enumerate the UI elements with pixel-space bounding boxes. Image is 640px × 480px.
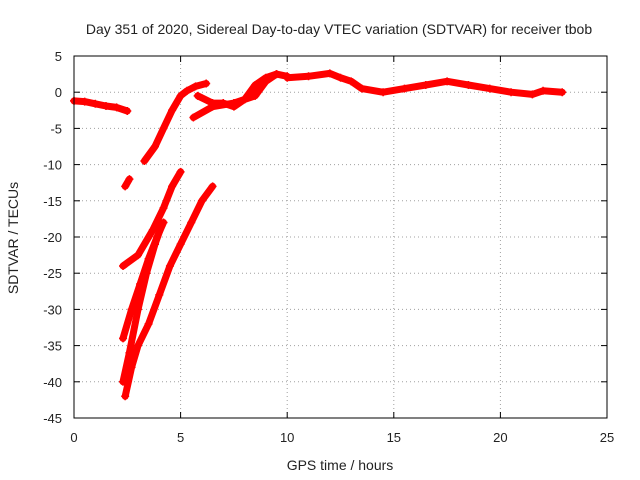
data-point <box>121 182 130 191</box>
x-tick-label: 15 <box>387 430 401 445</box>
data-point <box>229 99 238 108</box>
x-tick-label: 20 <box>493 430 507 445</box>
data-track <box>119 222 165 386</box>
data-point <box>151 240 160 249</box>
data-point <box>91 99 100 108</box>
data-point <box>283 73 292 82</box>
data-point <box>379 88 388 97</box>
data-point <box>119 334 128 343</box>
data-point <box>165 261 174 270</box>
data-point <box>251 91 260 100</box>
data-point <box>176 91 185 100</box>
data-point <box>189 113 198 122</box>
data-point <box>251 80 260 89</box>
data-point <box>208 102 217 111</box>
data-point <box>133 305 142 314</box>
data-point <box>121 392 130 401</box>
data-point <box>325 69 334 78</box>
x-tick-label: 10 <box>280 430 294 445</box>
data-point <box>539 86 548 95</box>
x-tick-label: 0 <box>70 430 77 445</box>
data-point <box>133 341 142 350</box>
data-point <box>119 261 128 270</box>
data-point <box>191 82 200 91</box>
y-tick-label: -5 <box>50 121 62 136</box>
data-point <box>148 225 157 234</box>
y-axis-label: SDTVAR / TECUs <box>5 182 21 294</box>
data-point <box>182 86 191 95</box>
data-point <box>101 101 110 110</box>
data-point <box>133 251 142 260</box>
y-tick-label: -15 <box>43 194 62 209</box>
y-tick-label: 5 <box>55 49 62 64</box>
data-point <box>197 196 206 205</box>
data-point <box>193 91 202 100</box>
data-point <box>485 84 494 93</box>
y-tick-label: -40 <box>43 375 62 390</box>
data-point <box>261 77 270 86</box>
y-tick-label: -10 <box>43 158 62 173</box>
data-point <box>159 204 168 213</box>
y-tick-label: -45 <box>43 411 62 426</box>
y-tick-label: -20 <box>43 230 62 245</box>
data-point <box>528 90 537 99</box>
y-tick-label: 0 <box>55 85 62 100</box>
data-point <box>400 84 409 93</box>
x-tick-label: 5 <box>177 430 184 445</box>
data-point <box>304 72 313 81</box>
data-track <box>70 97 131 115</box>
data-point <box>168 182 177 191</box>
chart-title: Day 351 of 2020, Sidereal Day-to-day VTE… <box>86 21 593 37</box>
data-track <box>119 168 185 270</box>
data-point <box>168 106 177 115</box>
data-point <box>187 218 196 227</box>
y-tick-label: -30 <box>43 302 62 317</box>
data-point <box>151 142 160 151</box>
data-point <box>421 80 430 89</box>
data-point <box>240 95 249 104</box>
y-tick-label: -35 <box>43 339 62 354</box>
data-point <box>507 88 516 97</box>
data-track <box>283 69 566 98</box>
data-point <box>127 363 136 372</box>
data-point <box>176 240 185 249</box>
data-point <box>336 73 345 82</box>
data-point <box>142 269 151 278</box>
data-point <box>202 79 211 88</box>
data-point <box>125 348 134 357</box>
data-point <box>347 77 356 86</box>
data-point <box>80 97 89 106</box>
data-point <box>208 182 217 191</box>
data-point <box>176 167 185 176</box>
data-point <box>558 88 567 97</box>
data-points <box>70 69 567 401</box>
data-point <box>159 124 168 133</box>
data-point <box>112 103 121 112</box>
y-tick-label: -25 <box>43 266 62 281</box>
x-axis-label: GPS time / hours <box>287 457 394 473</box>
data-point <box>155 290 164 299</box>
data-point <box>125 175 134 184</box>
data-point <box>157 222 166 231</box>
axis-tick-labels: 0 5 10 15 20 25 5 0 -5 -10 -15 -20 -25 -30 -35 -40 -45 <box>43 49 614 445</box>
x-tick-label: 25 <box>600 430 614 445</box>
data-track <box>121 182 217 400</box>
data-point <box>144 319 153 328</box>
data-point <box>464 80 473 89</box>
axis-ticks <box>73 55 608 419</box>
data-point <box>140 156 149 165</box>
data-point <box>443 77 452 86</box>
data-point <box>123 107 132 116</box>
data-point <box>272 70 281 79</box>
data-point <box>357 84 366 93</box>
